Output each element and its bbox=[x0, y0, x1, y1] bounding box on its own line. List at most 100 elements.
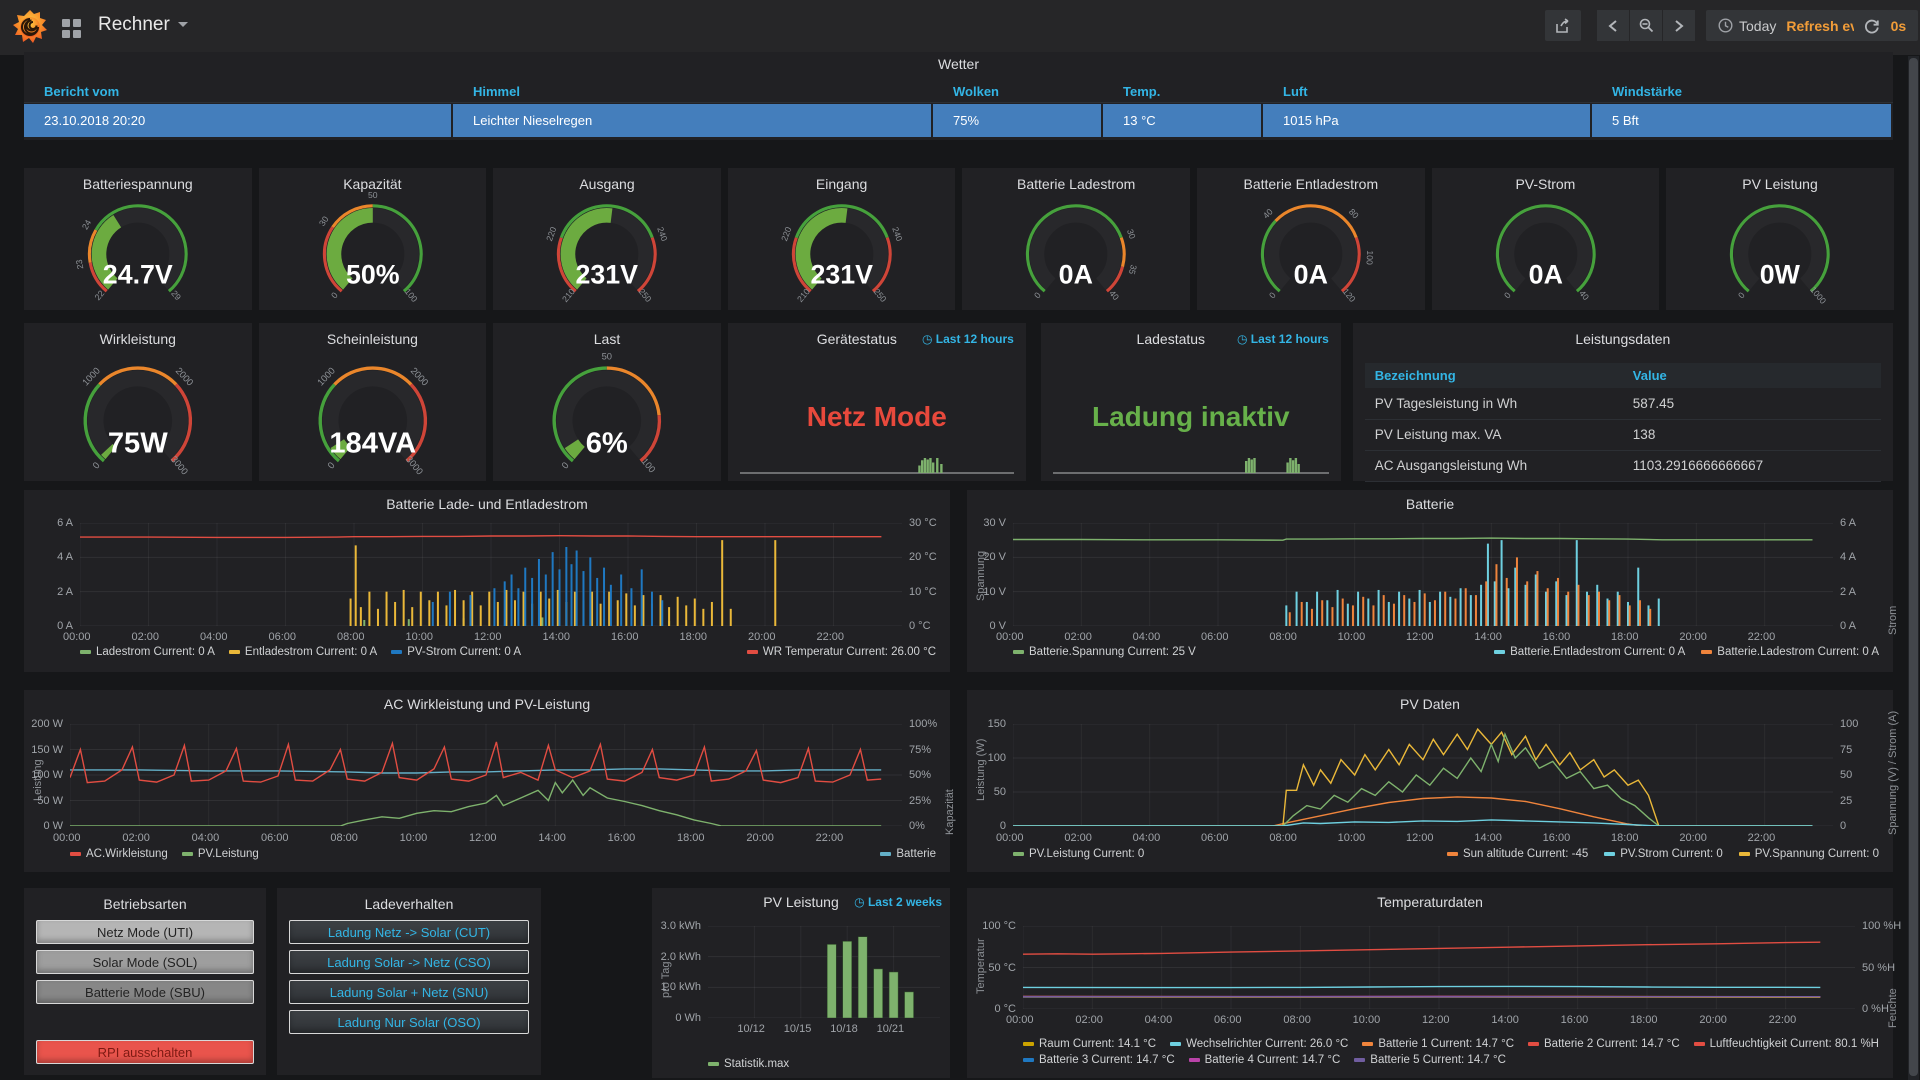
legend-swatch bbox=[1023, 1058, 1034, 1062]
panel-title[interactable]: PV-Strom bbox=[1515, 176, 1576, 192]
panel-time-range-link[interactable]: ◷ Last 12 hours bbox=[922, 332, 1014, 346]
panel-title[interactable]: Kapazität bbox=[343, 176, 402, 192]
x-tick: 10:00 bbox=[1337, 631, 1366, 643]
panel-title[interactable]: Last bbox=[593, 331, 621, 347]
wetter-col-header[interactable]: Bericht vom bbox=[44, 84, 120, 99]
chart-plot[interactable] bbox=[1023, 926, 1855, 1009]
gauge-track bbox=[322, 370, 423, 460]
x-tick: 12:00 bbox=[469, 832, 497, 844]
grafana-logo-icon[interactable] bbox=[12, 8, 48, 46]
chevron-right-icon bbox=[1675, 19, 1684, 32]
panel-title[interactable]: Scheinleistung bbox=[326, 331, 418, 347]
panel-title[interactable]: PV Leistung bbox=[763, 894, 839, 910]
button-ladung-solar-netz-cso-[interactable]: Ladung Solar -> Netz (CSO) bbox=[289, 950, 529, 974]
panel-title[interactable]: Betriebsarten bbox=[103, 896, 187, 912]
legend-item[interactable]: Batterie.Ladestrom Current: 0 A bbox=[1701, 646, 1879, 658]
legend-item[interactable]: Entladestrom Current: 0 A bbox=[228, 646, 377, 658]
legend-item[interactable]: PV-Strom Current: 0 A bbox=[391, 646, 521, 658]
scrollbar-thumb[interactable] bbox=[1909, 58, 1918, 1076]
panel-title[interactable]: Batterie Entladestrom bbox=[1243, 176, 1379, 192]
legend-item[interactable]: Batterie.Spannung Current: 25 V bbox=[1013, 646, 1196, 658]
apps-grid-icon[interactable] bbox=[62, 19, 84, 39]
legend-item[interactable]: WR Temperatur Current: 26.00 °C bbox=[746, 646, 936, 658]
time-back-button[interactable] bbox=[1597, 10, 1629, 41]
legend-item[interactable]: Ladestrom Current: 0 A bbox=[80, 646, 215, 658]
panel-title[interactable]: PV Daten bbox=[1400, 696, 1460, 712]
chart-plot[interactable] bbox=[708, 926, 940, 1018]
zoom-out-button[interactable] bbox=[1630, 10, 1662, 41]
gauge-threshold-arc bbox=[606, 366, 661, 416]
legend-item[interactable]: Sun altitude Current: -45 bbox=[1446, 848, 1588, 860]
share-icon bbox=[1556, 17, 1569, 33]
panel-title[interactable]: Leistungsdaten bbox=[1575, 331, 1671, 347]
legend-item[interactable]: Statistik.max bbox=[708, 1058, 789, 1070]
panel-title[interactable]: Ladestatus bbox=[1136, 331, 1206, 347]
legend-item[interactable]: PV.Strom Current: 0 bbox=[1604, 848, 1723, 860]
button-solar-mode-sol-[interactable]: Solar Mode (SOL) bbox=[36, 950, 254, 974]
wetter-col-header[interactable]: Himmel bbox=[473, 84, 520, 99]
legend-item[interactable]: Batterie 2 Current: 14.7 °C bbox=[1528, 1038, 1680, 1050]
gauge-tick-label: 24 bbox=[80, 218, 94, 231]
chart-plot[interactable] bbox=[1013, 724, 1833, 826]
legend-right-group: Sun altitude Current: -45 PV.Strom Curren… bbox=[1431, 848, 1879, 860]
panel-title[interactable]: Ausgang bbox=[579, 176, 635, 192]
gauge-threshold-arc bbox=[170, 383, 193, 463]
panel-title[interactable]: Batterie Ladestrom bbox=[1017, 176, 1136, 192]
panel-title[interactable]: Temperaturdaten bbox=[1377, 894, 1483, 910]
x-tick: 06:00 bbox=[268, 631, 297, 643]
button-ladung-nur-solar-oso-[interactable]: Ladung Nur Solar (OSO) bbox=[289, 1010, 529, 1034]
legend-item[interactable]: PV.Leistung bbox=[181, 848, 259, 860]
gauge-value: 24.7V bbox=[103, 260, 173, 290]
legend-item[interactable]: Batterie 1 Current: 14.7 °C bbox=[1362, 1038, 1514, 1050]
button-ladung-solar-netz-snu-[interactable]: Ladung Solar + Netz (SNU) bbox=[289, 980, 529, 1004]
legend-item[interactable]: Wechselrichter Current: 26.0 °C bbox=[1170, 1038, 1348, 1050]
legend-item[interactable]: Batterie.Entladestrom Current: 0 A bbox=[1494, 646, 1685, 658]
panel-title[interactable]: Batterie Lade- und Entladestrom bbox=[386, 496, 588, 512]
legend-item[interactable]: Luftfeuchtigkeit Current: 80.1 %H bbox=[1693, 1038, 1879, 1050]
wetter-col-header[interactable]: Windstärke bbox=[1612, 84, 1682, 99]
legend-item[interactable]: Batterie 5 Current: 14.7 °C bbox=[1354, 1054, 1506, 1066]
y-tick-left: 10 V bbox=[983, 585, 1006, 598]
table-header-cell[interactable]: Bezeichnung bbox=[1374, 368, 1456, 383]
panel-title[interactable]: Batteriespannung bbox=[82, 176, 193, 192]
chart-plot[interactable] bbox=[80, 523, 902, 626]
x-tick: 14:00 bbox=[538, 832, 566, 844]
panel-title[interactable]: AC Wirkleistung und PV-Leistung bbox=[383, 696, 591, 712]
panel-time-range-link[interactable]: ◷ Last 2 weeks bbox=[854, 895, 942, 909]
table-header-cell[interactable]: Value bbox=[1632, 368, 1667, 383]
y-tick-left: 200 W bbox=[31, 718, 63, 730]
wetter-col-header[interactable]: Temp. bbox=[1123, 84, 1161, 99]
button-batterie-mode-sbu-[interactable]: Batterie Mode (SBU) bbox=[36, 980, 254, 1004]
wetter-col-header[interactable]: Luft bbox=[1283, 84, 1308, 99]
x-tick: 10/21 bbox=[876, 1023, 905, 1035]
legend-item[interactable]: Raum Current: 14.1 °C bbox=[1023, 1038, 1156, 1050]
button-rpi-ausschalten[interactable]: RPI ausschalten bbox=[36, 1040, 254, 1064]
panel-title[interactable]: PV Leistung bbox=[1742, 176, 1818, 192]
panel-title[interactable]: Wirkleistung bbox=[99, 331, 176, 347]
wetter-col-header[interactable]: Wolken bbox=[953, 84, 999, 99]
legend-item[interactable]: PV.Spannung Current: 0 bbox=[1738, 848, 1879, 860]
legend-item[interactable]: Batterie bbox=[880, 848, 936, 860]
panel-time-range-link[interactable]: ◷ Last 12 hours bbox=[1237, 332, 1329, 346]
panel-title[interactable]: Ladeverhalten bbox=[364, 896, 454, 912]
dashboard-title[interactable]: Rechner bbox=[98, 14, 188, 36]
x-tick: 08:00 bbox=[337, 631, 365, 643]
legend-item[interactable]: Batterie 4 Current: 14.7 °C bbox=[1188, 1054, 1340, 1066]
legend-item[interactable]: Batterie 3 Current: 14.7 °C bbox=[1023, 1054, 1175, 1066]
gauge-threshold-arc bbox=[332, 366, 412, 386]
legend-swatch bbox=[1188, 1058, 1200, 1062]
share-button[interactable] bbox=[1545, 10, 1581, 41]
legend-item[interactable]: PV.Leistung Current: 0 bbox=[1013, 848, 1144, 860]
panel-title[interactable]: Eingang bbox=[815, 176, 868, 192]
panel-title[interactable]: Wetter bbox=[938, 56, 979, 72]
gauge-tick-label: 3000 bbox=[169, 454, 191, 477]
chart-plot[interactable] bbox=[70, 724, 902, 826]
panel-title[interactable]: Batterie bbox=[1405, 496, 1455, 512]
legend-item[interactable]: AC.Wirkleistung bbox=[70, 848, 168, 860]
panel-title[interactable]: Gerätestatus bbox=[816, 331, 897, 347]
time-forward-button[interactable] bbox=[1663, 10, 1695, 41]
refresh-button[interactable] bbox=[1854, 10, 1890, 41]
button-netz-mode-uti-[interactable]: Netz Mode (UTI) bbox=[36, 920, 254, 944]
button-ladung-netz-solar-cut-[interactable]: Ladung Netz -> Solar (CUT) bbox=[289, 920, 529, 944]
chart-plot[interactable] bbox=[1013, 523, 1833, 626]
